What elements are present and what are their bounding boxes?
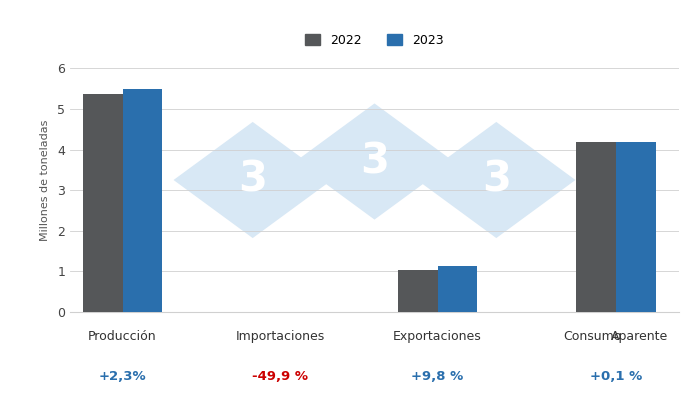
Text: 3: 3: [360, 140, 389, 182]
Text: 3: 3: [482, 159, 511, 201]
Bar: [438, 266, 477, 312]
Text: Importaciones: Importaciones: [235, 330, 325, 344]
Text: Aparente: Aparente: [610, 330, 668, 344]
Text: 3: 3: [238, 159, 267, 201]
Text: Producción: Producción: [88, 330, 157, 344]
Bar: [576, 142, 616, 312]
Text: +0,1 %: +0,1 %: [590, 370, 642, 383]
Polygon shape: [174, 122, 332, 238]
Legend: 2022, 2023: 2022, 2023: [299, 28, 450, 53]
Bar: [616, 142, 656, 312]
Text: Exportaciones: Exportaciones: [393, 330, 482, 344]
Bar: [398, 270, 438, 312]
Bar: [83, 94, 122, 312]
Text: -49,9 %: -49,9 %: [252, 370, 308, 383]
Text: +2,3%: +2,3%: [99, 370, 146, 383]
Polygon shape: [295, 104, 454, 220]
Text: +9,8 %: +9,8 %: [412, 370, 463, 383]
Y-axis label: Millones de toneladas: Millones de toneladas: [40, 119, 50, 241]
Bar: [122, 89, 162, 312]
Polygon shape: [417, 122, 575, 238]
Text: Consumo: Consumo: [564, 330, 622, 344]
